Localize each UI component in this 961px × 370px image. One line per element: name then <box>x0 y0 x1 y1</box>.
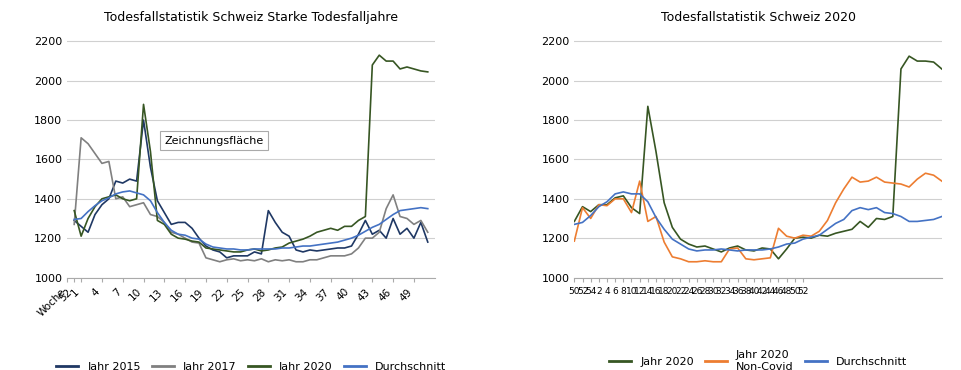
Title: Todesfallstatistik Schweiz 2020: Todesfallstatistik Schweiz 2020 <box>660 11 855 24</box>
Legend: Jahr 2020, Jahr 2020
Non-Covid, Durchschnitt: Jahr 2020, Jahr 2020 Non-Covid, Durchsch… <box>604 346 912 370</box>
Title: Todesfallstatistik Schweiz Starke Todesfalljahre: Todesfallstatistik Schweiz Starke Todesf… <box>104 11 398 24</box>
Legend: Jahr 2015, Jahr 2017, Jahr 2020, Durchschnitt: Jahr 2015, Jahr 2017, Jahr 2020, Durchsc… <box>52 357 451 370</box>
Text: Zeichnungsfläche: Zeichnungsfläche <box>164 136 263 146</box>
